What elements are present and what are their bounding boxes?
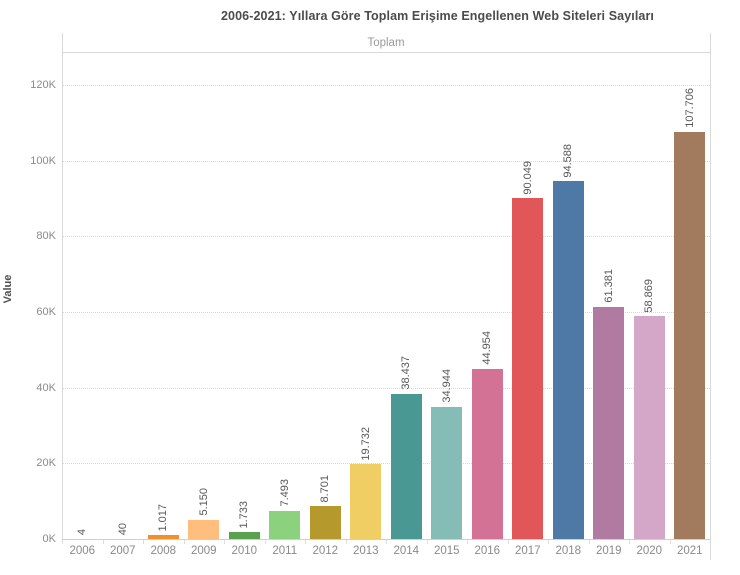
bar-value-label-2018: 94.588: [562, 143, 575, 178]
y-tick-label: 0K: [42, 533, 56, 545]
gridline-60K: [62, 312, 710, 313]
x-axis-tick: [183, 540, 185, 544]
gridline-80K: [62, 236, 710, 238]
bar-value-label-2015: 34.944: [440, 369, 453, 403]
x-axis-tick: [386, 540, 387, 544]
x-tick-label-2009: 2009: [190, 545, 217, 557]
bar-value-label-2013: 19.732: [359, 426, 372, 461]
x-axis-tick: [102, 540, 104, 544]
bar-2017[interactable]: [512, 198, 544, 539]
x-axis-tick: [629, 540, 630, 544]
bar-value-label-2017: 90.049: [521, 160, 534, 195]
bar-2009[interactable]: [188, 519, 220, 539]
x-axis-tick: [507, 540, 509, 544]
plot-area: 4 40 1.017 5.150 1.733 7.493 8.701 19.732 38.437…: [62, 53, 710, 539]
x-tick-label-2013: 2013: [352, 545, 379, 557]
bar-value-label-2021: 107.706: [683, 87, 696, 128]
plot-left-border: [62, 33, 63, 540]
bar-value-label-2009: 5.150: [197, 488, 210, 516]
bar-value-label-2008: 1.017: [157, 503, 170, 532]
gridline-100K: [62, 160, 710, 162]
gridline-40K: [62, 387, 710, 389]
bar-2015[interactable]: [431, 406, 463, 539]
x-tick-label-2011: 2011: [272, 545, 298, 557]
x-axis-tick: [224, 540, 225, 544]
bar-2014[interactable]: [390, 393, 422, 539]
bar-2011[interactable]: [269, 510, 301, 539]
bar-value-label-2006: 4: [76, 528, 89, 535]
bar-value-label-2014: 38.437: [400, 355, 413, 390]
bar-value-label-2012: 8.701: [319, 474, 332, 503]
x-axis-tick: [305, 540, 306, 544]
plot-right-border: [710, 33, 711, 560]
bar-2018[interactable]: [552, 181, 584, 539]
chart-title: 2006-2021: Yıllara Göre Toplam Erişime E…: [221, 9, 654, 23]
bar-2020[interactable]: [633, 316, 665, 539]
x-axis-line: [62, 539, 710, 540]
x-tick-label-2016: 2016: [474, 545, 501, 557]
x-tick-label-2018: 2018: [555, 545, 582, 557]
x-axis-tick: [548, 540, 549, 544]
x-tick-label-2021: 2021: [676, 545, 703, 557]
y-tick-label: 80K: [36, 230, 56, 243]
x-tick-label-2012: 2012: [312, 545, 339, 557]
y-tick-label: 40K: [36, 381, 56, 394]
x-tick-label-2017: 2017: [514, 545, 541, 557]
bar-2013[interactable]: [350, 464, 382, 539]
bar-2010[interactable]: [228, 532, 260, 539]
x-tick-label-2014: 2014: [393, 545, 420, 557]
x-axis-tick: [62, 540, 63, 544]
x-tick-label-2006: 2006: [69, 545, 96, 557]
pane-header-label: Toplam: [367, 36, 405, 49]
x-tick-label-2010: 2010: [231, 545, 258, 557]
y-tick-label: 120K: [30, 79, 56, 91]
y-tick-label: 20K: [36, 457, 56, 470]
x-tick-label-2019: 2019: [595, 545, 622, 557]
x-axis-tick: [426, 540, 428, 544]
bar-2021[interactable]: [674, 131, 706, 539]
gridline-20K: [62, 463, 710, 465]
x-axis-tick: [264, 540, 266, 544]
x-axis-tick: [467, 540, 468, 544]
x-tick-label-2008: 2008: [150, 545, 177, 557]
x-axis-tick: [669, 540, 671, 544]
bar-value-label-2010: 1.733: [238, 500, 251, 529]
bar-2016[interactable]: [471, 368, 503, 539]
x-axis-tick: [588, 540, 590, 544]
bar-2019[interactable]: [593, 306, 625, 539]
bar-2012[interactable]: [309, 506, 341, 539]
y-tick-label: 100K: [30, 154, 56, 167]
bar-value-label-2016: 44.954: [481, 331, 494, 365]
bar-2008[interactable]: [147, 535, 179, 539]
x-tick-label-2015: 2015: [433, 545, 460, 557]
bar-value-label-2011: 7.493: [278, 479, 291, 507]
x-tick-label-2007: 2007: [109, 545, 136, 557]
bar-value-label-2020: 58.869: [643, 278, 656, 313]
x-axis-tick: [143, 540, 144, 544]
x-axis-tick: [345, 540, 347, 544]
y-tick-label: 60K: [36, 306, 56, 318]
pane-header: Toplam: [62, 33, 710, 53]
bar-value-label-2007: 40: [116, 522, 129, 535]
x-tick-label-2020: 2020: [636, 545, 663, 557]
gridline-120K: [62, 85, 710, 86]
bar-value-label-2019: 61.381: [602, 269, 615, 303]
